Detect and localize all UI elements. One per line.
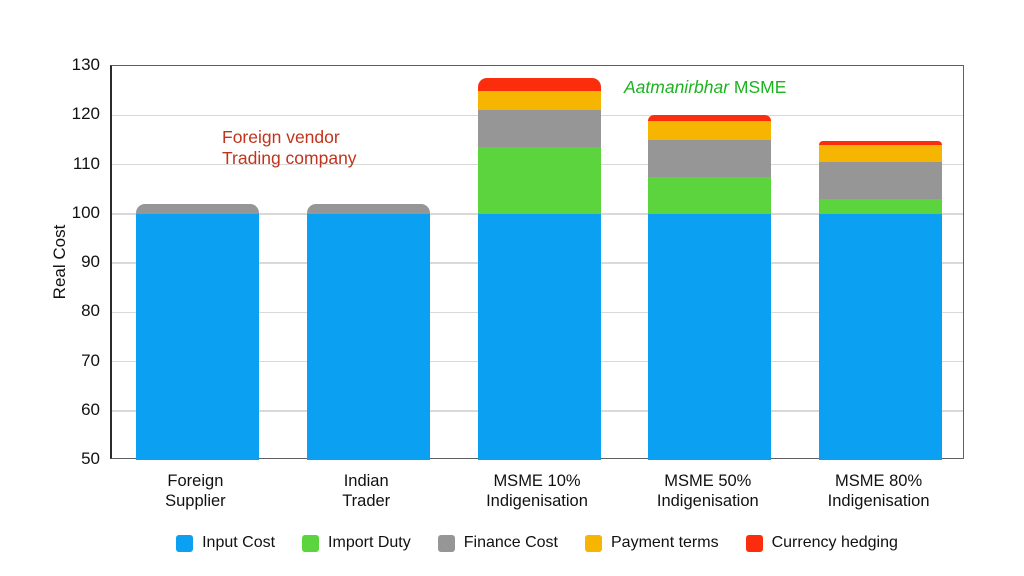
bar-segment-input-cost-foreign-supplier [135,213,259,460]
annotation-aatmanirbhar-msme: Aatmanirbhar MSME [624,77,786,98]
legend-label: Import Duty [328,534,411,551]
bar-segment-currency-hedging-msme-50-indigenisation [648,115,772,122]
annotation-regular-text: MSME [729,77,787,97]
annotation-foreign-vendor: Foreign vendor Trading company [222,127,357,169]
x-axis-label: Foreign Supplier [165,472,226,510]
bar-segment-finance-cost-msme-50-indigenisation [648,139,772,177]
bar-segment-finance-cost-foreign-supplier [135,203,259,214]
legend-item-finance-cost: Finance Cost [437,534,558,552]
bar-segment-currency-hedging-msme-10-indigenisation [477,78,601,91]
import-duty-swatch [302,534,320,552]
legend-item-currency-hedging: Currency hedging [745,534,898,552]
legend-item-import-duty: Import Duty [302,534,411,552]
bar-segment-payment-terms-msme-50-indigenisation [648,121,772,140]
currency-hedging-swatch [745,534,763,552]
annotation-line: Foreign vendor [222,127,340,147]
y-tick-label: 120 [71,104,100,124]
bar-segment-finance-cost-msme-10-indigenisation [477,110,601,148]
bar-segment-currency-hedging-msme-80-indigenisation [819,141,943,145]
bar-segment-import-duty-msme-10-indigenisation [477,147,601,214]
bar-segment-input-cost-msme-50-indigenisation [648,213,772,460]
x-axis-label: MSME 10% Indigenisation [486,472,588,510]
bar-segment-finance-cost-msme-80-indigenisation [819,162,943,199]
legend-label: Input Cost [202,534,276,551]
y-tick-label: 70 [81,350,100,370]
legend: Input Cost Import Duty Finance Cost Payment… [110,534,964,552]
y-tick-label: 130 [71,55,100,74]
bar-segment-input-cost-msme-10-indigenisation [477,213,601,460]
input-cost-swatch [176,534,194,552]
legend-label: Currency hedging [771,534,898,551]
y-tick-label: 60 [81,399,100,419]
y-tick-label: 100 [71,202,100,222]
legend-label: Finance Cost [463,534,558,551]
bar-segment-payment-terms-msme-80-indigenisation [819,144,943,163]
legend-item-payment-terms: Payment terms [585,534,719,552]
x-axis-label: Indian Trader [342,472,391,510]
finance-cost-swatch [437,534,455,552]
plot-area [110,65,964,460]
bar-segment-input-cost-msme-80-indigenisation [819,213,943,460]
bar-segment-finance-cost-indian-trader [306,203,430,214]
annotation-line: Trading company [222,148,357,168]
bar-segment-import-duty-msme-50-indigenisation [648,176,772,214]
bar-segment-payment-terms-msme-10-indigenisation [477,90,601,111]
bar-segment-import-duty-msme-80-indigenisation [819,198,943,214]
annotation-italic-text: Aatmanirbhar [624,77,730,97]
y-tick-label: 50 [81,449,100,468]
x-axis-label: MSME 80% Indigenisation [827,472,930,510]
x-axis-label: MSME 50% Indigenisation [656,472,759,510]
legend-label: Payment terms [611,534,719,551]
bar-segment-input-cost-indian-trader [306,213,430,460]
legend-item-input-cost: Input Cost [176,534,275,552]
y-tick-label: 110 [72,153,100,173]
y-tick-label: 90 [81,252,100,271]
y-tick-label: 80 [81,301,100,321]
payment-terms-swatch [585,534,602,552]
